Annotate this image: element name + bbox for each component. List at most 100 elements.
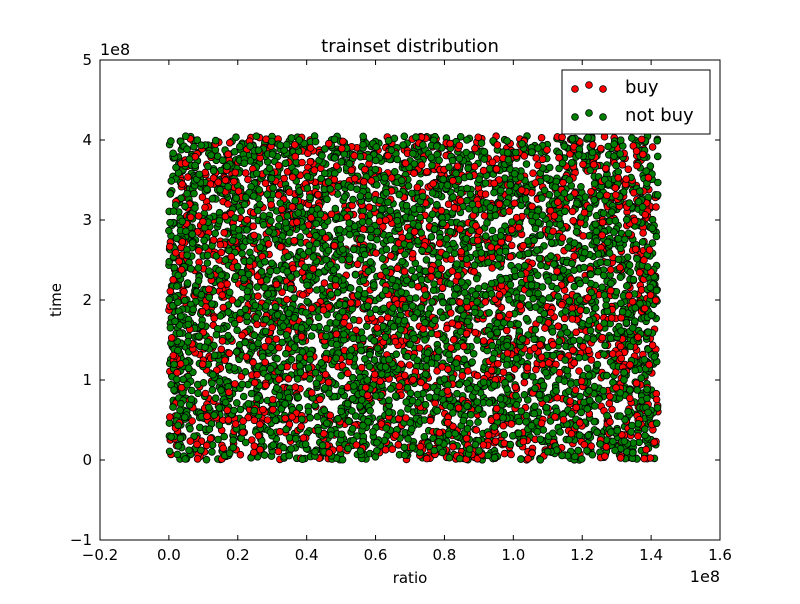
point-not-buy bbox=[187, 386, 196, 395]
point-buy bbox=[471, 144, 479, 153]
point-not-buy bbox=[171, 317, 179, 326]
point-buy bbox=[298, 158, 306, 167]
point-not-buy bbox=[268, 150, 277, 159]
point-not-buy bbox=[373, 235, 381, 244]
point-not-buy bbox=[484, 451, 492, 460]
point-not-buy bbox=[382, 424, 391, 432]
point-buy bbox=[479, 337, 488, 345]
point-not-buy bbox=[174, 442, 182, 450]
point-not-buy bbox=[351, 412, 360, 420]
point-buy bbox=[651, 296, 660, 305]
point-not-buy bbox=[506, 320, 515, 329]
point-not-buy bbox=[522, 314, 531, 323]
point-not-buy bbox=[607, 279, 615, 288]
point-not-buy bbox=[208, 195, 217, 203]
point-not-buy bbox=[455, 154, 464, 163]
point-buy bbox=[645, 246, 654, 254]
point-not-buy bbox=[194, 277, 203, 285]
point-not-buy bbox=[511, 148, 520, 157]
point-not-buy bbox=[428, 161, 436, 170]
point-not-buy bbox=[460, 288, 469, 297]
point-buy bbox=[566, 397, 574, 405]
point-buy bbox=[413, 183, 422, 192]
point-not-buy bbox=[370, 337, 379, 345]
point-not-buy bbox=[324, 246, 333, 255]
point-not-buy bbox=[430, 280, 438, 288]
point-not-buy bbox=[419, 141, 427, 149]
point-not-buy bbox=[215, 377, 224, 386]
point-buy bbox=[504, 234, 513, 243]
point-not-buy bbox=[303, 297, 312, 306]
point-not-buy bbox=[577, 455, 586, 463]
point-not-buy bbox=[471, 440, 480, 449]
point-not-buy bbox=[385, 408, 393, 417]
point-not-buy bbox=[524, 249, 532, 258]
point-buy bbox=[580, 208, 589, 217]
point-buy bbox=[198, 360, 207, 369]
point-not-buy bbox=[410, 160, 419, 168]
point-not-buy bbox=[321, 384, 329, 392]
point-buy bbox=[429, 179, 438, 188]
point-buy bbox=[224, 416, 233, 424]
point-not-buy bbox=[410, 273, 419, 282]
point-buy bbox=[569, 217, 577, 225]
point-buy bbox=[206, 434, 215, 443]
point-not-buy bbox=[590, 179, 599, 188]
point-buy bbox=[321, 370, 330, 379]
point-not-buy bbox=[536, 435, 545, 444]
point-not-buy bbox=[338, 255, 346, 264]
point-buy bbox=[350, 151, 359, 160]
point-buy bbox=[395, 382, 404, 391]
point-not-buy bbox=[203, 259, 212, 267]
point-not-buy bbox=[293, 375, 302, 383]
point-not-buy bbox=[530, 236, 538, 245]
point-buy bbox=[251, 378, 259, 387]
point-not-buy bbox=[190, 189, 198, 198]
point-not-buy bbox=[558, 451, 566, 460]
point-buy bbox=[347, 166, 356, 175]
point-not-buy bbox=[614, 255, 623, 264]
point-buy bbox=[438, 284, 447, 292]
point-buy bbox=[617, 354, 626, 363]
point-not-buy bbox=[626, 268, 635, 277]
point-not-buy bbox=[425, 393, 434, 402]
point-not-buy bbox=[294, 393, 303, 402]
point-buy bbox=[261, 179, 270, 188]
point-buy bbox=[276, 427, 284, 436]
point-not-buy bbox=[287, 273, 295, 281]
point-not-buy bbox=[373, 438, 381, 447]
point-not-buy bbox=[298, 455, 307, 464]
point-not-buy bbox=[253, 394, 262, 403]
points-layer bbox=[165, 132, 662, 464]
point-not-buy bbox=[485, 308, 493, 317]
point-buy bbox=[422, 454, 431, 463]
point-buy bbox=[495, 290, 504, 299]
point-buy bbox=[353, 260, 362, 269]
point-not-buy bbox=[391, 282, 400, 291]
point-not-buy bbox=[448, 297, 457, 306]
point-not-buy bbox=[554, 292, 562, 301]
point-not-buy bbox=[225, 449, 234, 458]
point-not-buy bbox=[449, 239, 458, 248]
point-buy bbox=[417, 161, 426, 169]
point-not-buy bbox=[287, 134, 296, 142]
point-buy bbox=[505, 207, 514, 216]
point-not-buy bbox=[596, 258, 605, 267]
point-not-buy bbox=[466, 190, 475, 199]
point-buy bbox=[628, 297, 637, 306]
point-buy bbox=[616, 263, 624, 272]
point-buy bbox=[575, 367, 583, 375]
point-not-buy bbox=[365, 362, 374, 371]
point-not-buy bbox=[277, 363, 285, 372]
point-not-buy bbox=[259, 212, 268, 220]
point-buy bbox=[426, 416, 435, 425]
point-not-buy bbox=[273, 266, 281, 275]
point-not-buy bbox=[646, 162, 655, 170]
point-buy bbox=[225, 388, 233, 397]
point-not-buy bbox=[477, 139, 486, 147]
point-not-buy bbox=[577, 183, 585, 191]
point-not-buy bbox=[253, 206, 262, 215]
point-buy bbox=[605, 399, 614, 408]
point-not-buy bbox=[409, 149, 417, 158]
